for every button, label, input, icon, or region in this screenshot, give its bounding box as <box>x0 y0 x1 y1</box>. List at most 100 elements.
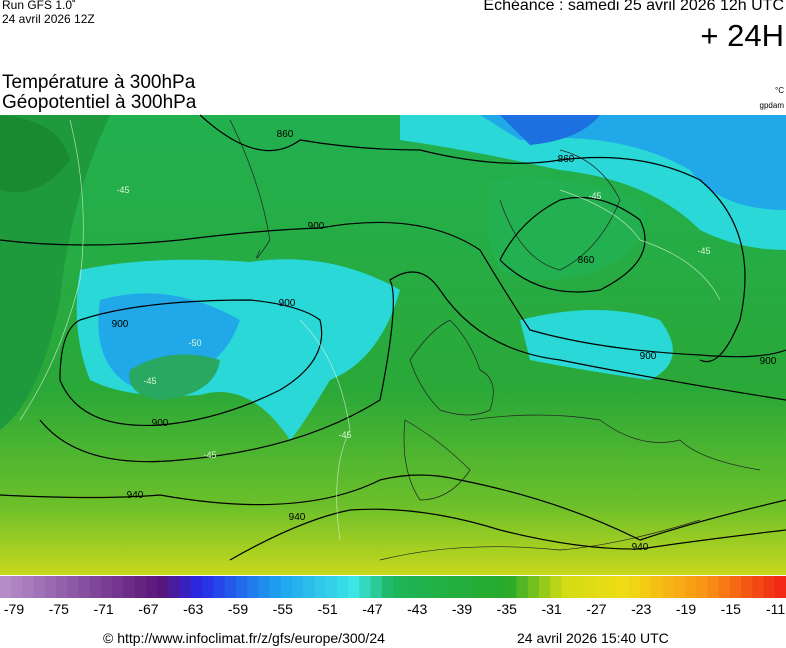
colorbar-swatch <box>336 576 349 598</box>
map-field <box>0 115 786 575</box>
colorbar-label: -27 <box>586 601 606 617</box>
colorbar-swatch <box>22 576 35 598</box>
coastlines <box>229 119 761 561</box>
colorbar-swatch <box>494 576 506 598</box>
temperature-label: -45 <box>697 246 710 256</box>
geopotential-contours <box>0 114 786 561</box>
colorbar-swatch <box>752 576 765 598</box>
colorbar-swatch <box>89 576 102 598</box>
colorbar-swatch <box>348 576 360 598</box>
colorbar-label: -43 <box>407 601 427 617</box>
temperature-label: -45 <box>116 185 129 195</box>
colorbar-swatch <box>370 576 383 598</box>
colorbar-swatch <box>437 576 450 598</box>
temperature-label: -50 <box>188 338 201 348</box>
temperature-label: -45 <box>588 191 601 201</box>
colorbar-swatch <box>33 576 46 598</box>
title-temperature: Température à 300hPa <box>2 72 196 93</box>
colorbar-swatch <box>381 576 394 598</box>
colorbar-swatch <box>471 576 484 598</box>
forecast-time: Echéance : samedi 25 avril 2026 12h UTC <box>483 0 784 14</box>
colorbar-swatch <box>145 576 158 598</box>
colorbar-label: -19 <box>676 601 696 617</box>
title-geopotential: Géopotentiel à 300hPa <box>2 92 197 113</box>
colorbar-swatch <box>572 576 585 598</box>
colorbar-swatch <box>359 576 372 598</box>
colorbar-swatch <box>179 576 192 598</box>
colorbar-swatch <box>696 576 708 598</box>
colorbar-swatch <box>460 576 473 598</box>
colorbar-swatch <box>516 576 529 598</box>
colorbar-label: -23 <box>631 601 651 617</box>
colorbar-swatch <box>628 576 641 598</box>
colorbar-label: -31 <box>541 601 561 617</box>
colorbar-swatch <box>224 576 237 598</box>
colorbar-swatch <box>235 576 248 598</box>
colorbar-swatch <box>774 576 786 598</box>
colorbar-swatch <box>505 576 518 598</box>
colorbar-label: -67 <box>138 601 158 617</box>
colorbar-swatch <box>44 576 57 598</box>
colorbar-swatch <box>595 576 607 598</box>
colorbar-swatch <box>202 576 214 598</box>
colorbar-label: -63 <box>183 601 203 617</box>
colorbar-swatch <box>415 576 428 598</box>
colorbar-swatch <box>258 576 270 598</box>
colorbar-swatch <box>617 576 630 598</box>
geopotential-label: 900 <box>279 298 296 309</box>
colorbar-swatch <box>662 576 675 598</box>
colorbar-label: -75 <box>49 601 69 617</box>
colorbar-swatch <box>482 576 495 598</box>
colorbar-label: -35 <box>497 601 517 617</box>
colorbar-swatch <box>393 576 405 598</box>
unit-gpdam: gpdam <box>759 101 784 110</box>
colorbar-label: -79 <box>4 601 24 617</box>
colorbar-swatch <box>426 576 439 598</box>
colorbar-swatch <box>303 576 315 598</box>
geopotential-label: 860 <box>578 255 595 266</box>
geopotential-label: 940 <box>289 512 306 523</box>
colorbar-label: -59 <box>228 601 248 617</box>
colorbar-swatch <box>314 576 327 598</box>
colorbar-swatch <box>404 576 416 598</box>
colorbar-swatch <box>673 576 686 598</box>
run-date: 24 avril 2026 12Z <box>2 12 95 26</box>
colorbar-swatch <box>651 576 663 598</box>
colorbar-label: -15 <box>721 601 741 617</box>
colorbar-swatch <box>269 576 282 598</box>
colorbar-label: -51 <box>317 601 337 617</box>
geopotential-label: 900 <box>640 351 657 362</box>
colorbar-swatch <box>56 576 68 598</box>
geopotential-label: 860 <box>277 129 294 140</box>
colorbar-swatch <box>606 576 619 598</box>
colorbar-swatch <box>449 576 461 598</box>
temperature-label: -45 <box>143 376 156 386</box>
run-label: Run GFS 1.0˚ <box>2 0 77 12</box>
geopotential-label: 940 <box>127 490 144 501</box>
geopotential-label: 860 <box>558 154 575 165</box>
temperature-label: -45 <box>338 430 351 440</box>
geopotential-label: 900 <box>112 319 129 330</box>
geopotential-label: 900 <box>308 221 325 232</box>
colorbar-swatch <box>707 576 720 598</box>
geopotential-label: 900 <box>760 356 777 367</box>
footer-url: © http://www.infoclimat.fr/z/gfs/europe/… <box>103 630 385 646</box>
temperature-label: -45 <box>203 450 216 460</box>
colorbar-swatch <box>0 576 12 598</box>
colorbar-swatch <box>291 576 304 598</box>
colorbar-swatch <box>67 576 80 598</box>
colorbar-label: -11 <box>766 601 785 617</box>
colorbar-swatch <box>527 576 540 598</box>
colorbar-swatch <box>538 576 551 598</box>
colorbar-swatch <box>583 576 596 598</box>
colorbar-label: -39 <box>452 601 472 617</box>
colorbar-swatch <box>561 576 574 598</box>
colorbar-swatch <box>247 576 259 598</box>
unit-celsius: °C <box>775 86 784 95</box>
colorbar-swatch <box>213 576 226 598</box>
colorbar-swatch <box>134 576 147 598</box>
colorbar-swatch <box>684 576 697 598</box>
geopotential-label: 940 <box>632 542 649 553</box>
isotherms <box>19 119 721 541</box>
